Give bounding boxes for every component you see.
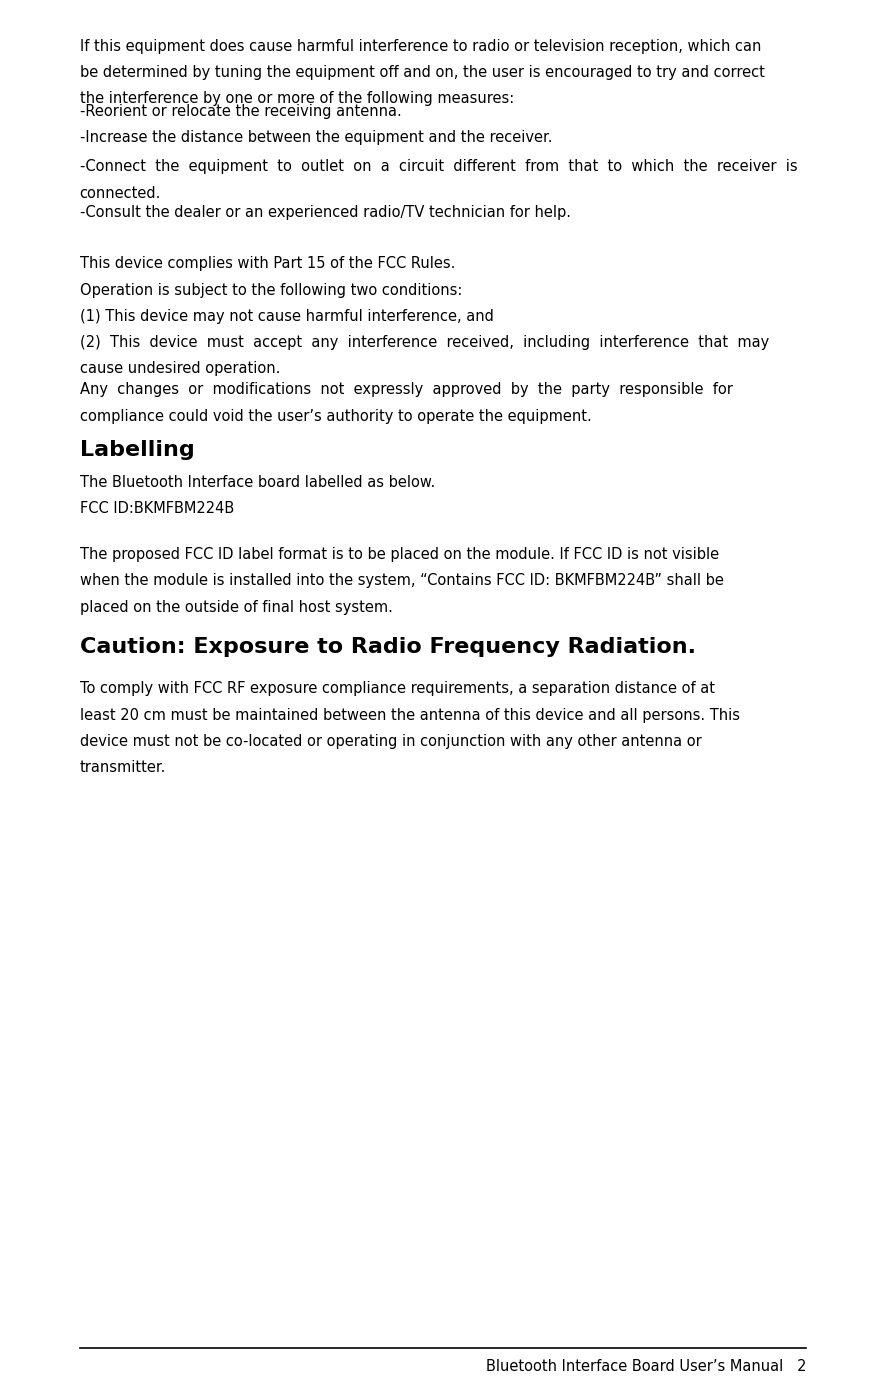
Text: (1) This device may not cause harmful interference, and: (1) This device may not cause harmful in… (80, 309, 494, 324)
Text: placed on the outside of final host system.: placed on the outside of final host syst… (80, 600, 392, 615)
Text: least 20 cm must be maintained between the antenna of this device and all person: least 20 cm must be maintained between t… (80, 708, 740, 723)
Text: Operation is subject to the following two conditions:: Operation is subject to the following tw… (80, 283, 462, 298)
Text: when the module is installed into the system, “Contains FCC ID: BKMFBM224B” shal: when the module is installed into the sy… (80, 573, 724, 589)
Text: -Increase the distance between the equipment and the receiver.: -Increase the distance between the equip… (80, 130, 552, 145)
Text: Caution: Exposure to Radio Frequency Radiation.: Caution: Exposure to Radio Frequency Rad… (80, 637, 696, 656)
Text: To comply with FCC RF exposure compliance requirements, a separation distance of: To comply with FCC RF exposure complianc… (80, 681, 715, 697)
Text: FCC ID:BKMFBM224B: FCC ID:BKMFBM224B (80, 501, 234, 517)
Text: This device complies with Part 15 of the FCC Rules.: This device complies with Part 15 of the… (80, 256, 455, 271)
Text: connected.: connected. (80, 186, 161, 201)
Text: -Reorient or relocate the receiving antenna.: -Reorient or relocate the receiving ante… (80, 104, 401, 119)
Text: device must not be co-located or operating in conjunction with any other antenna: device must not be co-located or operati… (80, 734, 702, 749)
Text: cause undesired operation.: cause undesired operation. (80, 361, 280, 377)
Text: The Bluetooth Interface board labelled as below.: The Bluetooth Interface board labelled a… (80, 475, 435, 490)
Text: compliance could void the user’s authority to operate the equipment.: compliance could void the user’s authori… (80, 409, 592, 424)
Text: If this equipment does cause harmful interference to radio or television recepti: If this equipment does cause harmful int… (80, 39, 761, 54)
Text: the interference by one or more of the following measures:: the interference by one or more of the f… (80, 91, 514, 107)
Text: -Consult the dealer or an experienced radio/TV technician for help.: -Consult the dealer or an experienced ra… (80, 205, 571, 220)
Text: The proposed FCC ID label format is to be placed on the module. If FCC ID is not: The proposed FCC ID label format is to b… (80, 547, 719, 562)
Text: (2)  This  device  must  accept  any  interference  received,  including  interf: (2) This device must accept any interfer… (80, 335, 769, 350)
Text: Bluetooth Interface Board User’s Manual   2: Bluetooth Interface Board User’s Manual … (486, 1359, 806, 1374)
Text: Labelling: Labelling (80, 440, 195, 460)
Text: be determined by tuning the equipment off and on, the user is encouraged to try : be determined by tuning the equipment of… (80, 65, 765, 80)
Text: Any  changes  or  modifications  not  expressly  approved  by  the  party  respo: Any changes or modifications not express… (80, 382, 733, 397)
Text: transmitter.: transmitter. (80, 760, 166, 776)
Text: -Connect  the  equipment  to  outlet  on  a  circuit  different  from  that  to : -Connect the equipment to outlet on a ci… (80, 159, 797, 175)
